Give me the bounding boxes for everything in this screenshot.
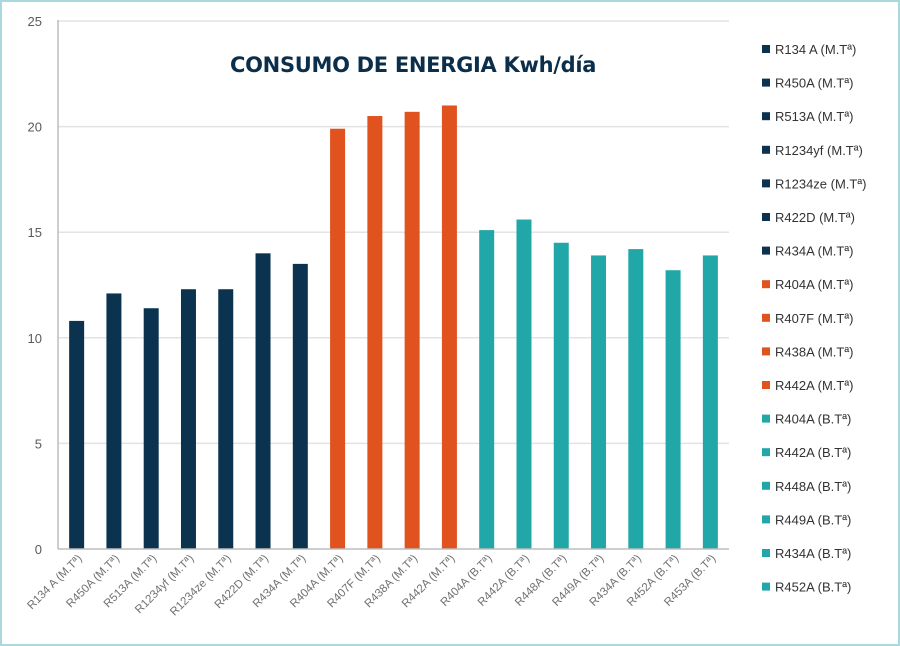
- bar: [330, 128, 346, 549]
- legend-item: R404A (B.Tª): [762, 412, 851, 427]
- bar: [553, 242, 569, 549]
- legend-label: R442A (B.Tª): [775, 445, 851, 460]
- bars: [69, 105, 718, 549]
- y-tick-label: 15: [28, 225, 42, 240]
- legend-item: R404A (M.Tª): [762, 277, 854, 292]
- legend-item: R407F (M.Tª): [762, 311, 853, 326]
- legend-label: R438A (M.Tª): [775, 344, 854, 359]
- bar: [479, 230, 495, 549]
- legend: R134 A (M.Tª) R450A (M.Tª) R513A (M.Tª) R12…: [762, 42, 867, 595]
- legend-swatch: [762, 179, 770, 188]
- legend-item: R434A (M.Tª): [762, 244, 854, 259]
- legend-label: R407F (M.Tª): [775, 311, 853, 326]
- bar: [441, 105, 457, 549]
- axes: [57, 20, 729, 550]
- bar: [180, 289, 196, 549]
- legend-label: R449A (B.Tª): [775, 512, 851, 527]
- legend-swatch: [762, 246, 770, 255]
- legend-item: R1234ze (M.Tª): [762, 176, 867, 191]
- legend-swatch: [762, 313, 770, 322]
- legend-item: R434A (B.Tª): [762, 546, 851, 561]
- y-tick-label: 25: [28, 14, 42, 29]
- bar: [404, 111, 420, 549]
- legend-swatch: [762, 213, 770, 221]
- legend-swatch: [762, 280, 770, 289]
- legend-label: R442A (M.Tª): [775, 378, 854, 393]
- bar: [106, 293, 122, 549]
- legend-item: R452A (B.Tª): [762, 580, 851, 595]
- legend-label: R134 A (M.Tª): [775, 42, 856, 57]
- bar: [702, 255, 718, 549]
- y-axis-ticks: 0 5 10 15 20 25: [28, 14, 42, 557]
- legend-swatch: [762, 582, 770, 591]
- legend-item: R1234yf (M.Tª): [762, 143, 863, 158]
- legend-item: R422D (M.Tª): [762, 210, 855, 225]
- legend-item: R438A (M.Tª): [762, 344, 854, 359]
- y-tick-label: 5: [35, 436, 42, 451]
- legend-label: R452A (B.Tª): [775, 580, 851, 595]
- legend-swatch: [762, 78, 770, 87]
- legend-swatch: [762, 448, 770, 457]
- legend-item: R442A (M.Tª): [762, 378, 854, 393]
- legend-swatch: [762, 112, 770, 121]
- legend-swatch: [762, 414, 770, 423]
- legend-item: R513A (M.Tª): [762, 109, 854, 124]
- bar: [255, 253, 271, 549]
- legend-swatch: [762, 145, 770, 154]
- y-tick-label: 20: [28, 120, 42, 135]
- legend-swatch: [762, 45, 770, 53]
- bar: [143, 308, 159, 549]
- legend-label: R404A (M.Tª): [775, 277, 854, 292]
- legend-item: R442A (B.Tª): [762, 445, 851, 460]
- bar: [292, 263, 308, 549]
- legend-item: R448A (B.Tª): [762, 479, 851, 494]
- bar: [69, 320, 85, 549]
- bar: [591, 255, 607, 549]
- legend-item: R134 A (M.Tª): [762, 42, 856, 57]
- legend-label: R404A (B.Tª): [775, 412, 851, 427]
- y-tick-label: 10: [28, 331, 42, 346]
- gridlines: [58, 20, 729, 445]
- bar: [218, 289, 234, 549]
- legend-label: R1234yf (M.Tª): [775, 143, 863, 158]
- bar: [367, 116, 383, 549]
- chart-title: CONSUMO DE ENERGIA Kwh/día: [230, 53, 596, 77]
- legend-swatch: [762, 347, 770, 356]
- legend-swatch: [762, 515, 770, 524]
- y-tick-label: 0: [35, 542, 42, 557]
- legend-swatch: [762, 481, 770, 490]
- legend-label: R422D (M.Tª): [775, 210, 855, 225]
- bar: [516, 219, 532, 549]
- legend-label: R450A (M.Tª): [775, 76, 854, 91]
- legend-swatch: [762, 381, 770, 389]
- legend-item: R450A (M.Tª): [762, 76, 854, 91]
- legend-label: R1234ze (M.Tª): [775, 176, 867, 191]
- legend-label: R513A (M.Tª): [775, 109, 854, 124]
- x-axis-labels: R134 A (M.Tª)R450A (M.Tª)R513A (M.Tª)R12…: [25, 553, 718, 619]
- legend-label: R434A (M.Tª): [775, 244, 854, 259]
- bar: [665, 270, 681, 549]
- legend-label: R448A (B.Tª): [775, 479, 851, 494]
- bar: [628, 249, 644, 549]
- legend-label: R434A (B.Tª): [775, 546, 851, 561]
- legend-swatch: [762, 549, 770, 557]
- legend-item: R449A (B.Tª): [762, 512, 851, 527]
